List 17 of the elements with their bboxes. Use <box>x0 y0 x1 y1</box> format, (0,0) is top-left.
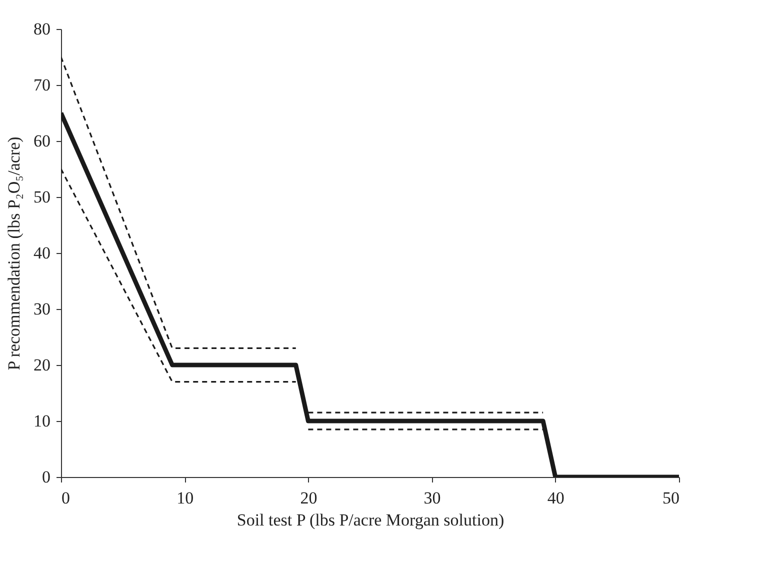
x-tick-label: 30 <box>424 488 441 508</box>
x-tick-label: 20 <box>300 488 318 508</box>
y-axis-title: P recommendation (lbs P₂O₅/acre) <box>4 136 24 370</box>
x-tick-label: 50 <box>662 488 680 508</box>
x-tick-label: 10 <box>176 488 194 508</box>
y-tick-label: 10 <box>34 412 50 430</box>
y-tick-label: 40 <box>34 244 50 262</box>
x-axis-title: Soil test P (lbs P/acre Morgan solution) <box>236 510 504 530</box>
y-tick-label: 30 <box>34 300 50 318</box>
y-tick-label: 20 <box>34 356 50 374</box>
y-tick-label: 80 <box>34 20 50 38</box>
y-tick-label: 70 <box>34 76 50 94</box>
y-tick-label: 60 <box>34 132 50 150</box>
y-tick-label: 50 <box>34 188 50 206</box>
x-tick-label: 40 <box>547 488 564 508</box>
y-tick-label: 0 <box>42 468 50 486</box>
x-tick-label: 0 <box>62 488 70 508</box>
